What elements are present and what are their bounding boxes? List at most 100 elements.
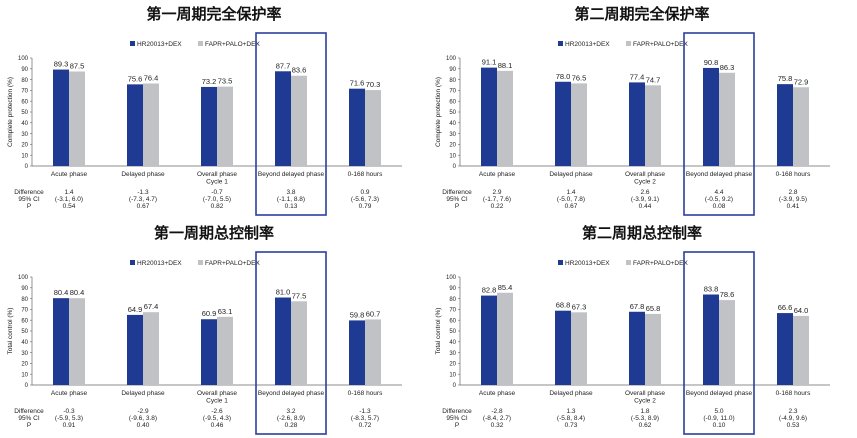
legend-label: HR20013+DEX (565, 260, 610, 267)
bar-value-label: 75.6 (128, 74, 143, 83)
bar-hr20013 (349, 88, 365, 166)
y-tick-label: 0 (453, 164, 457, 170)
bar-fapr (645, 85, 661, 166)
bar-hr20013 (555, 310, 571, 385)
p-value: 0.10 (713, 422, 726, 429)
category-label: Delayed phase (549, 171, 593, 178)
p-value: 0.91 (63, 422, 76, 429)
chart-title: 第二周期完全保护率 (574, 5, 710, 23)
difference-value: -2.6 (211, 408, 223, 415)
bar-hr20013 (629, 311, 645, 385)
category-label: 0-168 hours (776, 390, 811, 397)
y-tick-label: 100 (446, 275, 457, 281)
y-tick-label: 90 (449, 286, 456, 292)
bar-value-label: 87.7 (276, 61, 291, 70)
y-tick-label: 60 (21, 99, 28, 105)
stats-row-label: P (27, 203, 31, 210)
y-tick-label: 70 (21, 308, 28, 314)
bar-value-label: 74.7 (646, 75, 661, 84)
difference-value: 1.8 (640, 408, 649, 415)
category-label: Beyond delayed phase (258, 171, 325, 178)
ci-value: (-5.9, 5.3) (55, 415, 83, 422)
y-tick-label: 80 (21, 297, 28, 303)
chart-panel-cycle2-total-control: 第二周期总控制率 HR20013+DEX FAPR+PALO+DEX 0 10 20 30… (428, 219, 856, 438)
bar-hr20013 (201, 319, 217, 385)
y-tick-label: 30 (21, 132, 28, 138)
bar-fapr (291, 75, 307, 166)
bar-value-label: 73.5 (218, 77, 233, 86)
ci-value: (-9.5, 4.3) (203, 415, 231, 422)
bar-value-label: 86.3 (720, 63, 735, 72)
p-value: 0.62 (639, 422, 652, 429)
legend-swatch-hr20013 (130, 260, 135, 265)
p-value: 0.72 (359, 422, 372, 429)
highlight-box (683, 251, 755, 435)
bar-fapr (571, 83, 587, 166)
chart-svg: HR20013+DEX FAPR+PALO+DEX 0 10 20 30 40 50 60 70 8… (7, 32, 402, 216)
category-label: Beyond delayed phase (258, 390, 325, 397)
ci-value: (-9.6, 3.8) (129, 415, 157, 422)
p-value: 0.22 (491, 203, 504, 210)
highlight-box (255, 32, 327, 216)
chart-panel-cycle1-complete-protection: 第一周期完全保护率 HR20013+DEX FAPR+PALO+DEX 0 10 20 3… (0, 0, 428, 219)
bar-hr20013 (481, 67, 497, 166)
ci-value: (-5.8, 8.4) (557, 415, 585, 422)
p-value: 0.82 (211, 203, 224, 210)
bar-value-label: 64.0 (794, 306, 809, 315)
y-tick-label: 20 (449, 362, 456, 368)
bar-value-label: 76.4 (144, 73, 159, 82)
bar-value-label: 68.8 (556, 301, 571, 310)
chart-svg: HR20013+DEX FAPR+PALO+DEX 0 10 20 30 40 50 60 70 8… (435, 251, 830, 435)
y-axis-label: Complete protection (%) (7, 77, 14, 147)
highlight-box (255, 251, 327, 435)
stats-row-label: Difference (14, 189, 44, 196)
y-tick-label: 100 (446, 56, 457, 62)
bar-value-label: 89.3 (54, 60, 69, 69)
y-tick-label: 90 (21, 67, 28, 73)
category-label: Delayed phase (121, 390, 165, 397)
category-label: Acute phase (479, 171, 516, 178)
chart-panel-cycle1-total-control: 第一周期总控制率 HR20013+DEX FAPR+PALO+DEX 0 10 20 30… (0, 219, 428, 438)
y-tick-label: 90 (21, 286, 28, 292)
difference-value: 1.4 (566, 189, 575, 196)
bar-value-label: 76.5 (572, 73, 587, 82)
y-tick-label: 50 (449, 329, 456, 335)
ci-value: (-0.5, 9.2) (705, 196, 733, 203)
difference-value: 2.9 (492, 189, 501, 196)
stats-row-label: Difference (442, 408, 472, 415)
bar-fapr (217, 316, 233, 385)
bar-hr20013 (53, 69, 69, 166)
stats-row-label: 95% CI (18, 415, 40, 422)
bar-value-label: 91.1 (482, 58, 497, 67)
ci-value: (-2.6, 8.9) (277, 415, 305, 422)
ci-value: (-8.4, 2.7) (483, 415, 511, 422)
y-tick-label: 30 (449, 351, 456, 357)
difference-value: 4.4 (714, 189, 723, 196)
bar-hr20013 (703, 67, 719, 166)
y-tick-label: 70 (21, 89, 28, 95)
bar-value-label: 59.8 (350, 310, 365, 319)
legend-swatch-fapr (626, 260, 631, 265)
category-label: Overall phase (625, 171, 665, 178)
bar-value-label: 70.3 (366, 80, 381, 89)
ci-value: (-1.1, 8.8) (277, 196, 305, 203)
bar-fapr (497, 292, 513, 385)
bar-value-label: 67.8 (630, 302, 645, 311)
y-tick-label: 40 (449, 340, 456, 346)
ci-value: (-1.7, 7.6) (483, 196, 511, 203)
bar-value-label: 78.6 (720, 290, 735, 299)
bar-value-label: 71.6 (350, 79, 365, 88)
bar-value-label: 67.3 (572, 302, 587, 311)
bar-value-label: 63.1 (218, 307, 233, 316)
category-label: Overall phase (197, 390, 237, 397)
ci-value: (-0.9, 11.0) (703, 415, 734, 422)
category-label: Beyond delayed phase (686, 171, 753, 178)
difference-value: 1.4 (64, 189, 73, 196)
y-tick-label: 10 (449, 153, 456, 159)
difference-value: 1.3 (566, 408, 575, 415)
ci-value: (-7.3, 4.7) (129, 196, 157, 203)
y-tick-label: 30 (449, 132, 456, 138)
y-tick-label: 60 (449, 99, 456, 105)
bar-value-label: 77.4 (630, 72, 645, 81)
p-value: 0.13 (285, 203, 298, 210)
